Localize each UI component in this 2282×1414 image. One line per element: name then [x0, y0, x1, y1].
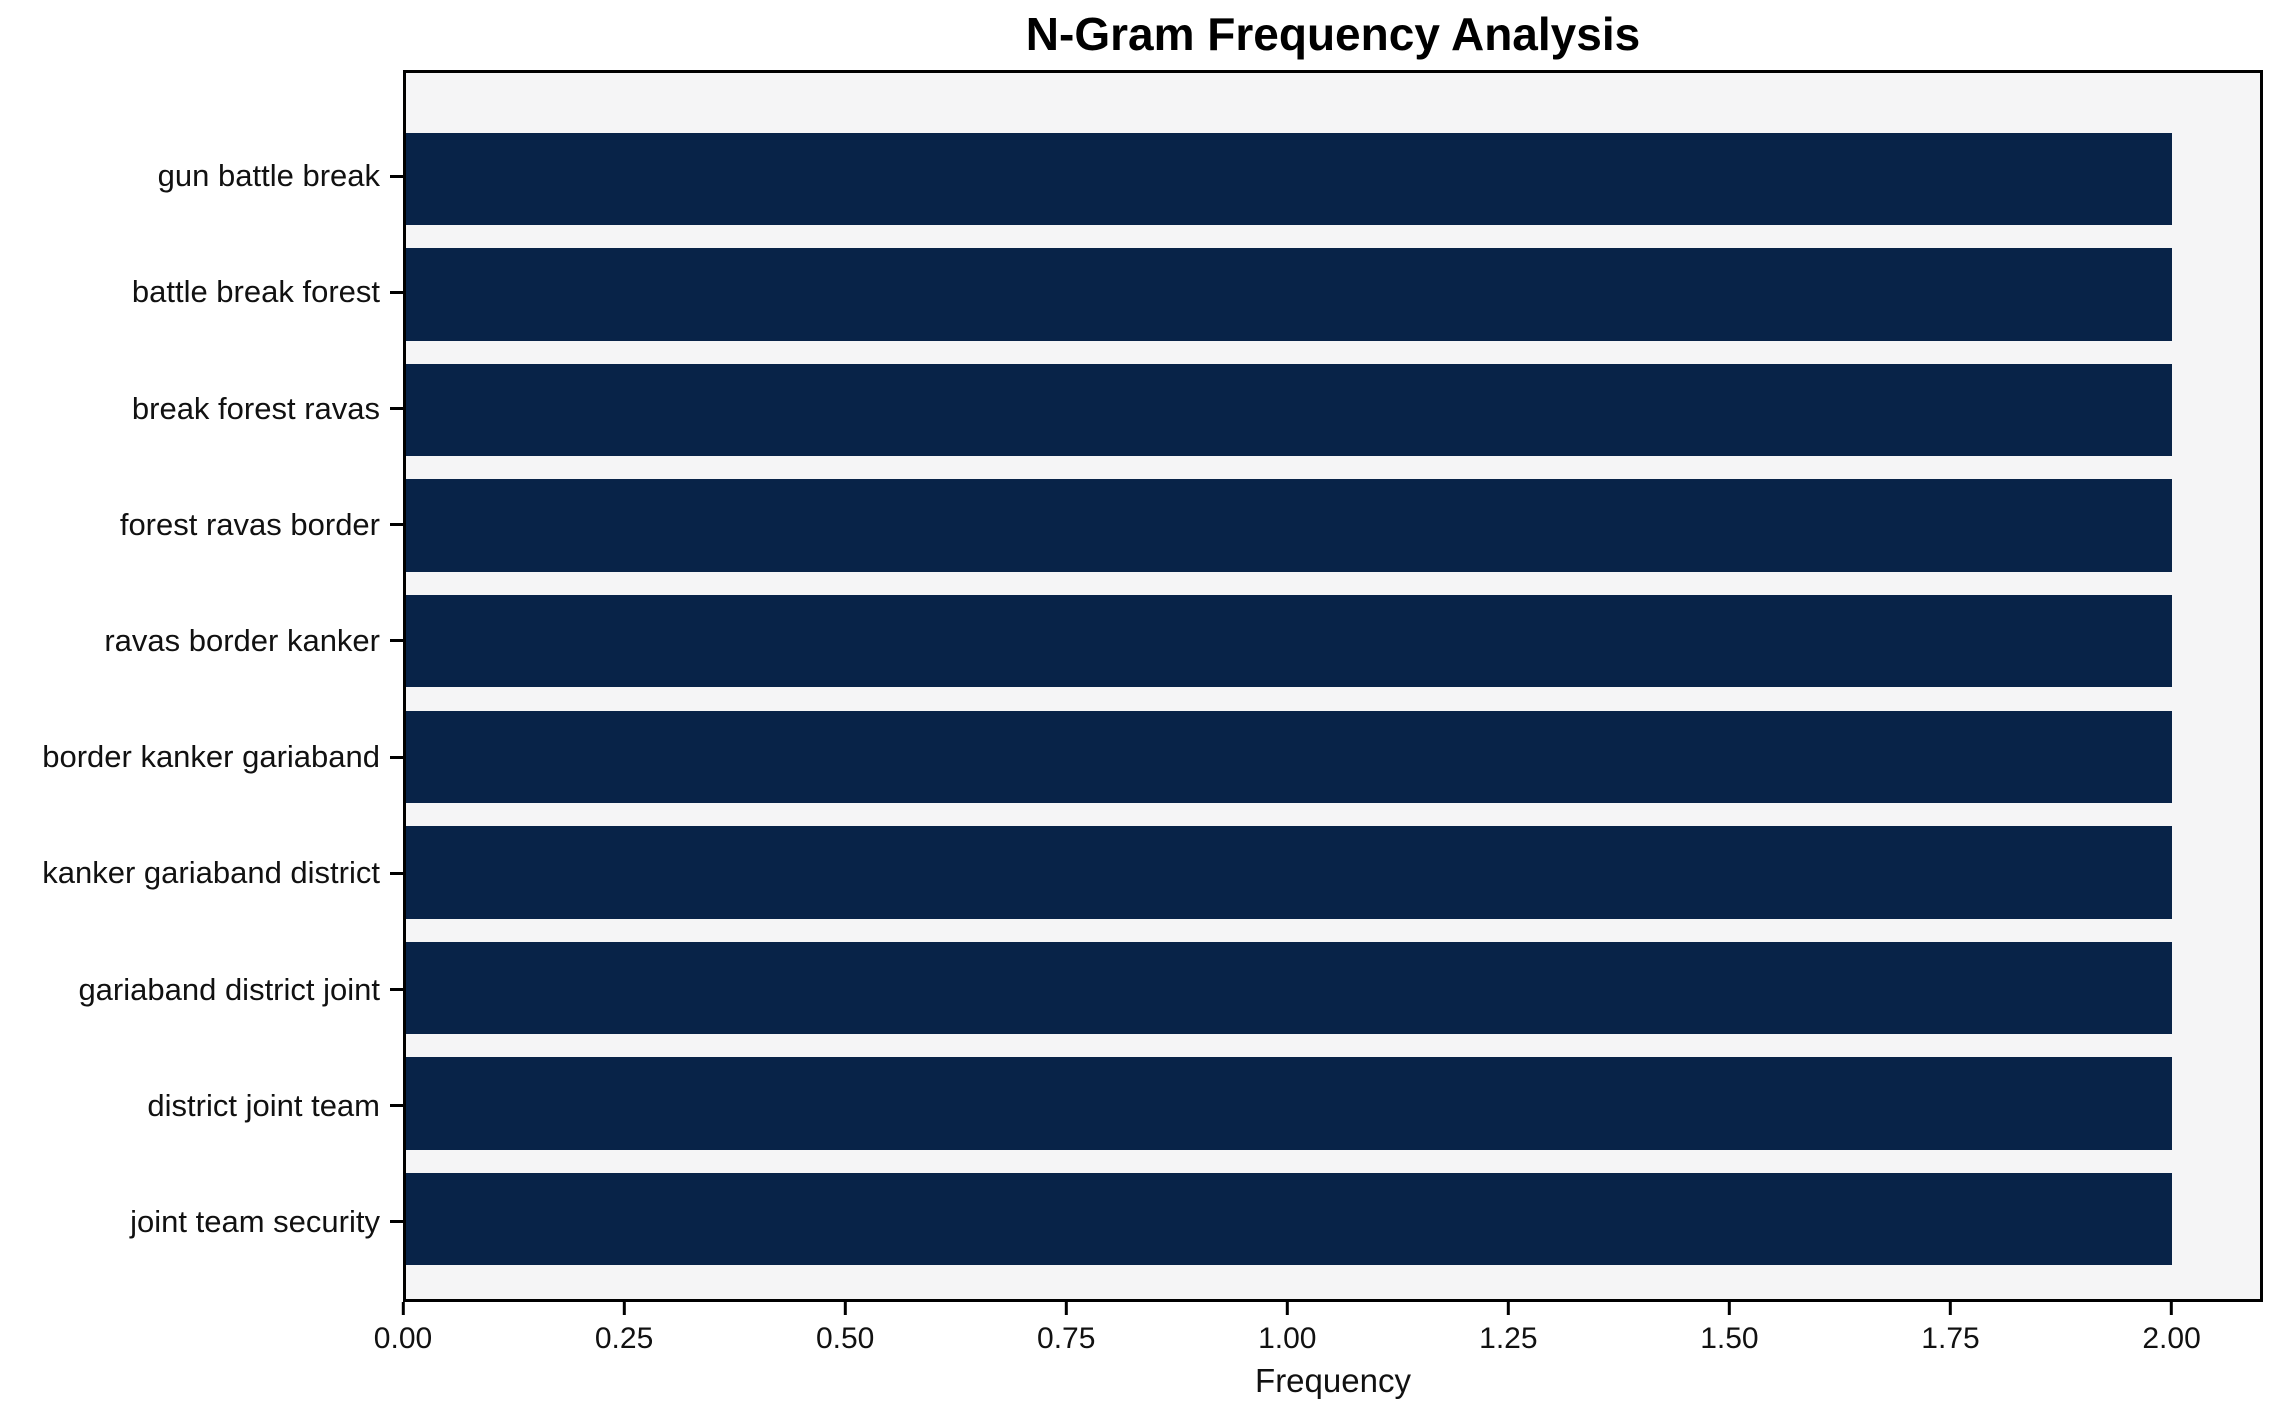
y-tick-mark: [390, 871, 403, 875]
bar-row: [406, 352, 2260, 468]
y-tick-mark: [390, 174, 403, 178]
bar-row: [406, 930, 2260, 1046]
chart-title: N-Gram Frequency Analysis: [1025, 8, 1641, 60]
y-tick-label: district joint team: [147, 1087, 380, 1123]
x-tick-label: 0.00: [373, 1322, 433, 1355]
y-tick-mark: [390, 290, 403, 294]
x-tick-label: 1.75: [1921, 1322, 1980, 1355]
bar-row: [406, 1046, 2260, 1162]
bar-row: [406, 699, 2260, 815]
x-tick-mark: [1727, 1302, 1731, 1315]
y-tick-row: ravas border kanker: [0, 583, 403, 699]
bar: [406, 594, 2172, 688]
bar-row: [406, 583, 2260, 699]
bars-container: [406, 73, 2260, 1299]
x-tick-mark: [2170, 1302, 2174, 1315]
bar-row: [406, 1161, 2260, 1277]
x-tick-mark: [1506, 1302, 1510, 1315]
y-tick-row: kanker gariaband district: [0, 815, 403, 931]
x-tick-mark: [622, 1302, 626, 1315]
x-tick: 1.75: [1921, 1302, 1980, 1356]
x-tick: 0.75: [1037, 1302, 1095, 1356]
y-tick-mark: [390, 523, 403, 527]
y-tick-label: ravas border kanker: [104, 622, 380, 658]
bar: [406, 132, 2172, 226]
y-tick-label: kanker gariaband district: [42, 855, 380, 891]
x-tick-mark: [401, 1302, 405, 1315]
y-tick-mark: [390, 988, 403, 992]
y-tick-row: border kanker gariaband: [0, 699, 403, 815]
bar: [406, 363, 2172, 457]
y-tick-label: gun battle break: [157, 158, 380, 194]
bar: [406, 1057, 2172, 1150]
x-tick-label: 2.00: [2142, 1322, 2201, 1355]
y-tick-mark: [390, 1104, 403, 1108]
bar-row: [406, 121, 2260, 237]
x-tick-label: 1.50: [1700, 1322, 1759, 1355]
x-tick-label: 1.25: [1479, 1322, 1538, 1355]
y-tick-mark: [390, 639, 403, 643]
y-tick-row: gun battle break: [0, 118, 403, 234]
x-tick-label: 0.25: [594, 1322, 654, 1355]
y-tick-row: gariaband district joint: [0, 931, 403, 1047]
bar: [406, 826, 2172, 919]
x-tick-mark: [1285, 1302, 1289, 1315]
y-axis: gun battle break battle break forest break…: [0, 70, 403, 1302]
bar-row: [406, 468, 2260, 584]
y-tick-mark: [390, 1220, 403, 1224]
y-tick-row: forest ravas border: [0, 467, 403, 583]
y-tick-label: battle break forest: [131, 274, 380, 310]
y-tick-label: border kanker gariaband: [42, 739, 380, 775]
y-tick-row: break forest ravas: [0, 350, 403, 466]
x-tick: 1.25: [1479, 1302, 1538, 1356]
y-tick-mark: [390, 755, 403, 759]
bar-row: [406, 237, 2260, 353]
y-tick-label: joint team security: [130, 1203, 380, 1239]
bar: [406, 479, 2172, 572]
plot-area: [403, 70, 2263, 1302]
y-tick-row: district joint team: [0, 1048, 403, 1164]
x-tick: 0.50: [816, 1302, 874, 1356]
y-tick-label: break forest ravas: [131, 390, 380, 426]
x-tick-mark: [1064, 1302, 1068, 1315]
x-tick-label: 1.00: [1258, 1322, 1317, 1355]
bar: [406, 710, 2172, 803]
bar: [406, 1172, 2172, 1266]
x-tick: 2.00: [2142, 1302, 2201, 1356]
y-tick-mark: [390, 407, 403, 410]
x-tick-label: 0.50: [815, 1322, 875, 1355]
y-tick-row: joint team security: [0, 1164, 403, 1280]
x-tick-label: 0.75: [1037, 1322, 1096, 1355]
x-axis: 0.00 0.25 0.50 0.75 1.00 1.25 1.50 1.75 2.00: [374, 1302, 2260, 1372]
y-tick-label: gariaband district joint: [78, 971, 380, 1007]
y-tick-label: forest ravas border: [119, 506, 380, 542]
x-tick: 0.25: [595, 1302, 653, 1356]
x-tick-mark: [843, 1302, 847, 1315]
bar: [406, 248, 2172, 341]
x-tick: 1.00: [1258, 1302, 1316, 1356]
bar-row: [406, 815, 2260, 931]
x-tick: 0.00: [374, 1302, 432, 1356]
x-tick: 1.50: [1700, 1302, 1759, 1356]
bar: [406, 941, 2172, 1035]
y-tick-row: battle break forest: [0, 234, 403, 350]
x-tick-mark: [1948, 1302, 1952, 1315]
x-axis-label: Frequency: [1255, 1362, 1411, 1399]
